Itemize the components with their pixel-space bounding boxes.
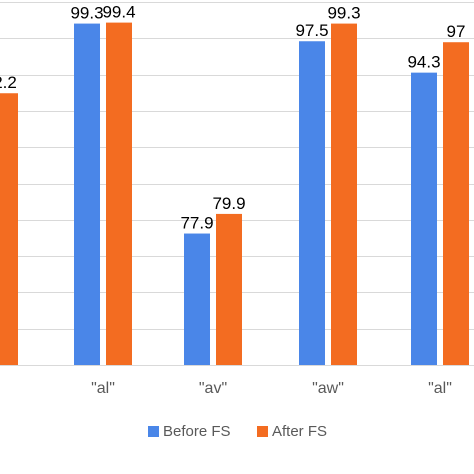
legend: Before FS After FS [148,423,327,440]
data-label-after-fs: 99.4 [102,3,135,22]
bars [0,22,469,366]
bar-before-fs [299,41,325,365]
bar-after-fs [443,42,469,365]
x-tick-labels: ""al""av""aw""al" [91,380,452,397]
x-tick-label: "al" [428,380,452,397]
data-label-before-fs: 77.9 [180,214,213,233]
x-tick-label: "av" [199,380,227,397]
legend-swatch-after-fs [257,426,268,437]
data-label-before-fs: 94.3 [407,53,440,72]
data-label-after-fs: 97 [447,22,466,41]
data-label-after-fs: 2.2 [0,73,17,92]
data-label-after-fs: 79.9 [212,194,245,213]
x-tick-label: "al" [91,380,115,397]
legend-label-after-fs: After FS [272,423,327,440]
legend-swatch-before-fs [148,426,159,437]
data-label-after-fs: 99.3 [327,4,360,23]
bar-after-fs [0,93,18,365]
bar-before-fs [74,23,100,366]
bar-before-fs [184,233,210,365]
bar-after-fs [216,213,242,365]
bar-after-fs [106,22,132,366]
data-label-before-fs: 99.3 [70,4,103,23]
legend-label-before-fs: Before FS [163,423,231,440]
bar-after-fs [331,23,357,366]
bar-before-fs [411,72,437,365]
data-label-before-fs: 97.5 [295,21,328,40]
x-tick-label: "aw" [312,380,344,397]
data-labels: 99.3 77.9 97.5 94.3 2.2 99.4 79.9 99.3 97 [0,3,465,233]
